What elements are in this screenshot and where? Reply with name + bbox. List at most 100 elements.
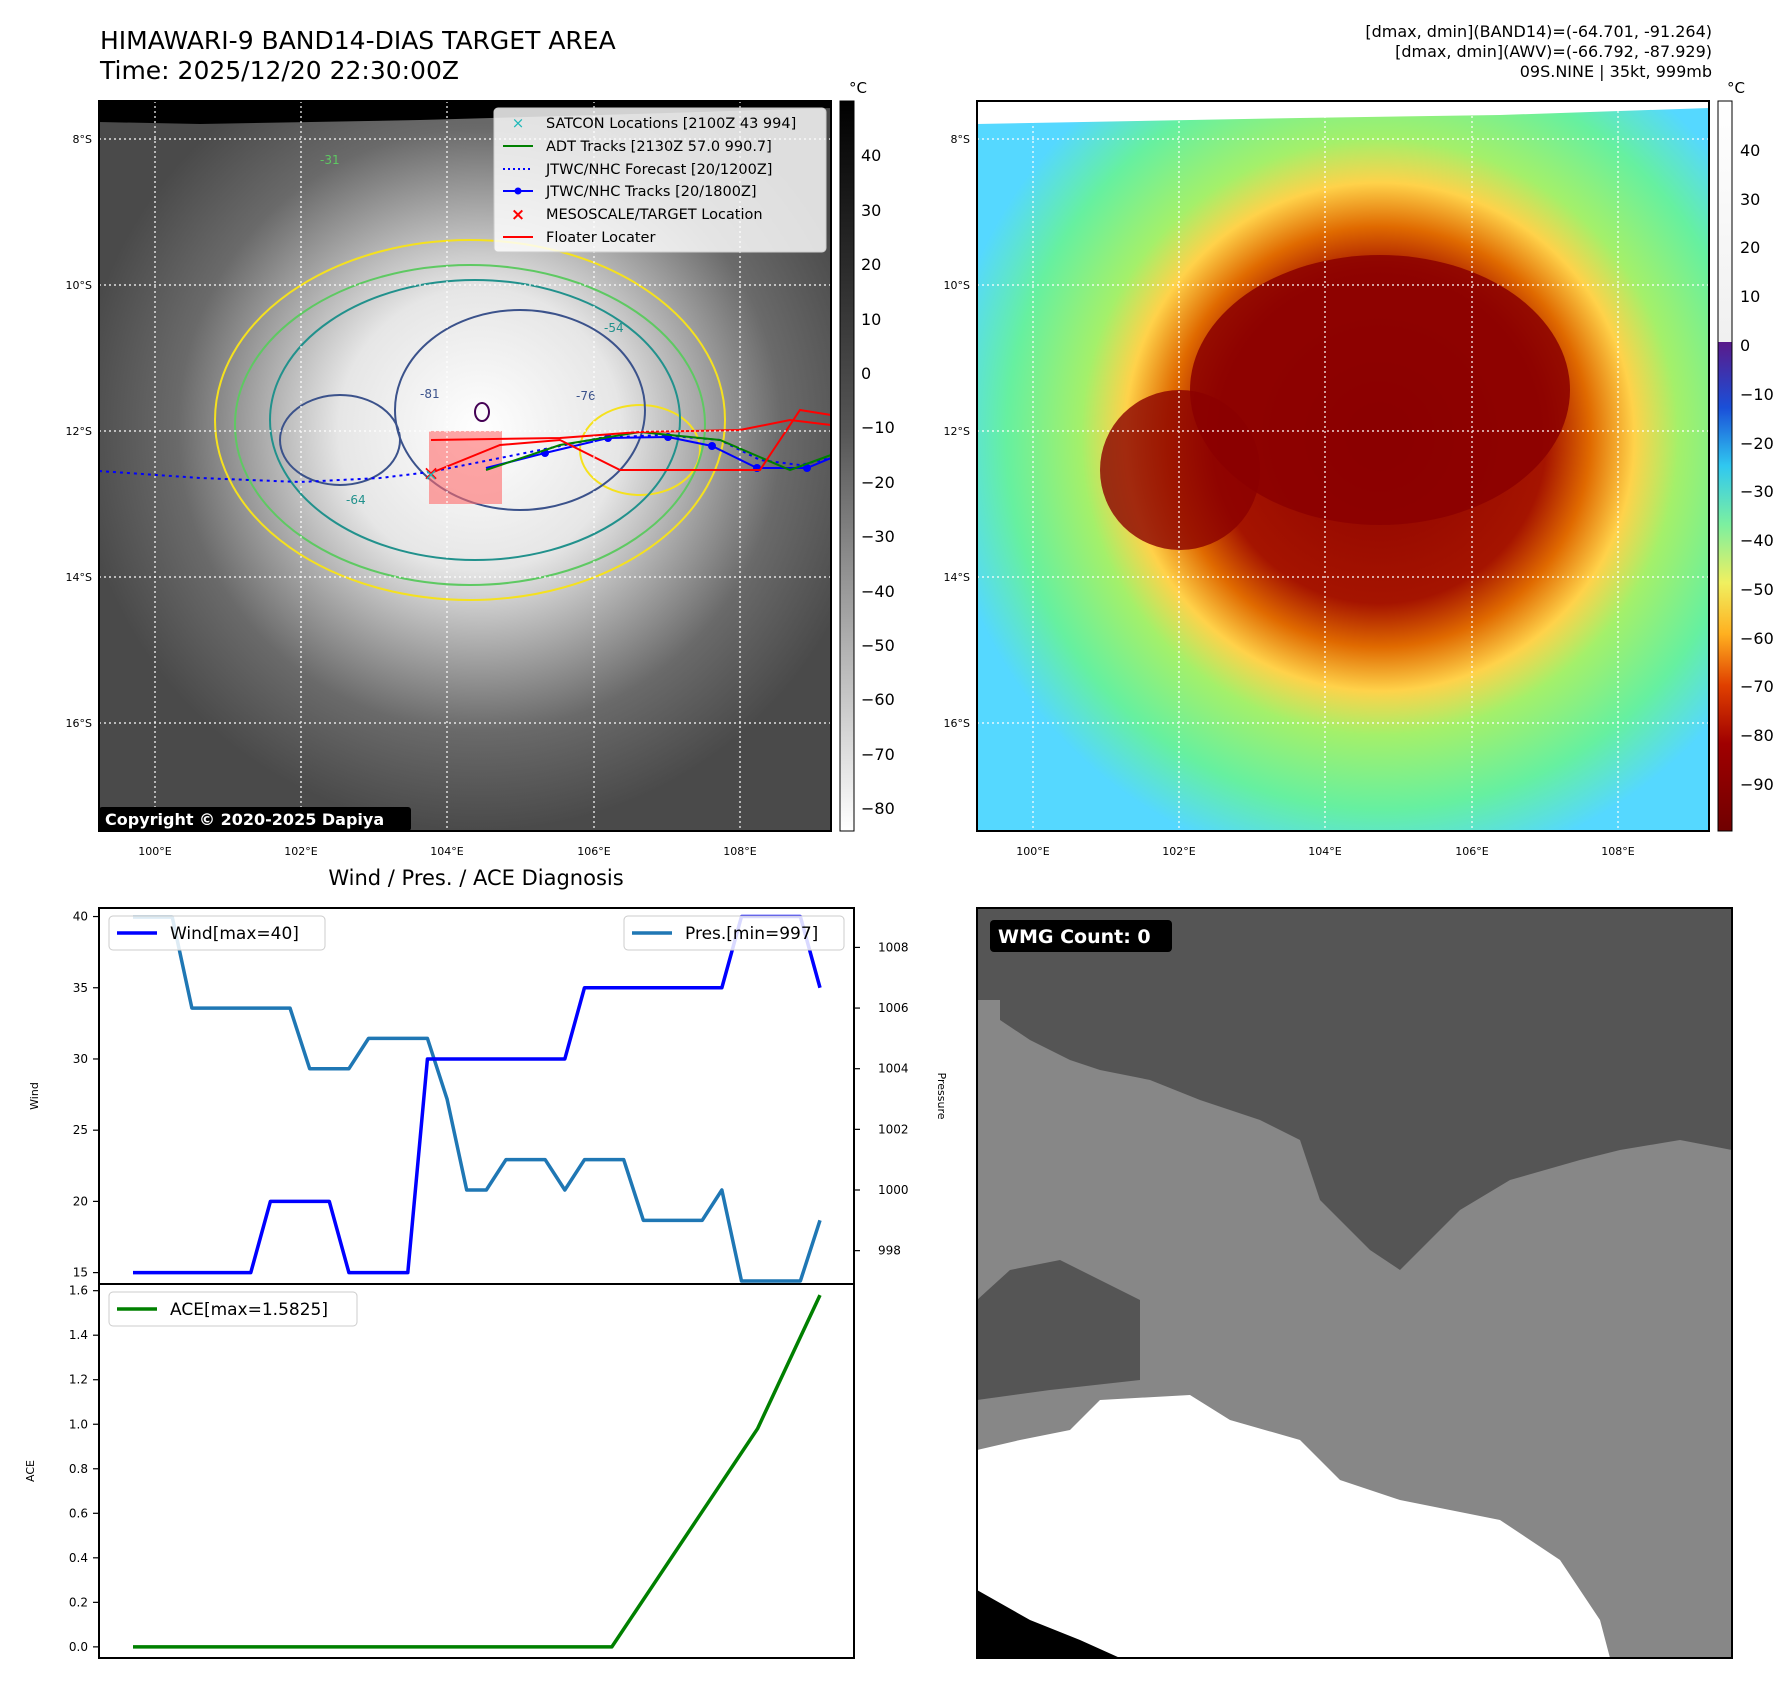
wind-pressure-panel: Wind Pressure 15 20 25 30 35 40 998 1000 1002 10… [28,907,948,1285]
pressure-legend-box [623,915,845,951]
satcon-legend-icon: × [512,114,525,132]
lon-label-108e: 108°E [723,845,756,858]
gray-colorbar-bar [839,100,855,832]
wind-legend-label: Wind[max=40] [170,924,299,944]
wind-tick-label: 15 [73,1266,88,1280]
svg-text:30: 30 [861,201,881,220]
copyright-text: Copyright © 2020-2025 Dapiya [105,810,384,829]
copyright-box [99,807,411,831]
ace-panel: ACE 0.0 0.2 0.4 0.6 0.8 1.0 1.2 1.4 1.6 ACE[max=… [24,1283,855,1659]
lat-label-8s: 8°S [73,133,92,146]
ace-legend-box [108,1291,358,1327]
info-line-1: [dmax, dmin](BAND14)=(-64.701, -91.264) [1365,22,1712,41]
wind-tick-label: 25 [73,1123,88,1137]
left-lon-labels: 100°E 102°E 104°E 106°E 108°E [138,845,756,858]
contour-navy [394,309,646,511]
contour-navy-west [279,394,401,486]
wind-series-line [133,914,822,1275]
lon-label-104e: 104°E [430,845,463,858]
color-colorbar-unit: °C [1727,79,1745,97]
svg-text:−80: −80 [1740,726,1774,745]
ace-frame [98,1283,855,1659]
ace-tick-label: 1.2 [69,1373,88,1387]
left-map-frame [98,100,832,832]
contour-label-64: -64 [346,493,366,507]
ace-tick-label: 0.0 [69,1640,88,1654]
target-location-marker: × [423,461,440,485]
storm-tracks: × × [99,408,831,485]
wmg-frame [976,907,1733,1659]
pressure-tick-label: 1004 [878,1062,909,1076]
pressure-legend-label: Pres.[min=997] [685,924,818,944]
color-colorbar: °C 40 30 20 10 0 −10 −20 −30 −40 −50 −60… [1717,79,1774,832]
stats-info: [dmax, dmin](BAND14)=(-64.701, -91.264) … [1365,22,1712,82]
svg-text:−20: −20 [861,473,895,492]
svg-text:108°E: 108°E [1601,845,1634,858]
ace-series-line [133,1294,822,1649]
no-data-strip [99,101,831,124]
storm-contours: -31 -54 -76 -81 -64 [214,153,726,601]
wmg-count-label: WMG Count: 0 [998,926,1151,948]
svg-text:10: 10 [1740,287,1760,306]
svg-text:SATCON Locations [2100Z 43 994: SATCON Locations [2100Z 43 994] [546,116,796,132]
pressure-axis-label: Pressure [935,1073,948,1120]
svg-text:8°S: 8°S [951,133,970,146]
no-data-strip-right [977,101,1709,124]
wmg-count-box [990,920,1172,952]
color-colorbar-bar [1717,100,1733,832]
ace-tick-label: 0.4 [69,1551,88,1565]
legend-item-satcon: × SATCON Locations [2100Z 43 994] [512,114,797,132]
left-lat-labels: 8°S 10°S 12°S 14°S 16°S [66,133,92,730]
adt-track [485,430,831,472]
ace-tick-label: 1.0 [69,1417,88,1431]
lat-label-14s: 14°S [66,571,92,584]
gray-colorbar: °C 40 30 20 10 0 −10 −20 −30 −40 −50 −60… [839,79,895,832]
lat-label-12s: 12°S [66,425,92,438]
wind-pressure-frame [98,907,855,1285]
svg-text:JTWC/NHC Forecast [20/1200Z]: JTWC/NHC Forecast [20/1200Z] [545,162,772,178]
right-map-frame [976,100,1710,832]
svg-text:16°S: 16°S [944,717,970,730]
legend-item-floater: Floater Locater [503,230,655,246]
wind-legend: Wind[max=40] [108,915,326,951]
svg-text:20: 20 [1740,238,1760,257]
svg-text:106°E: 106°E [1455,845,1488,858]
wmg-panel: WMG Count: 0 [976,907,1733,1659]
wind-axis-ticks: 15 20 25 30 35 40 [73,910,99,1280]
ace-tick-label: 1.6 [69,1284,88,1298]
lat-label-10s: 10°S [66,279,92,292]
legend-item-jtwc-forecast: JTWC/NHC Forecast [20/1200Z] [503,162,772,178]
svg-text:102°E: 102°E [1162,845,1195,858]
title-line-2: Time: 2025/12/20 22:30:00Z [100,56,459,85]
svg-text:−40: −40 [861,582,895,601]
svg-text:−60: −60 [861,690,895,709]
svg-text:−20: −20 [1740,434,1774,453]
right-lon-labels: 100°E 102°E 104°E 106°E 108°E [1016,845,1634,858]
svg-text:Floater Locater: Floater Locater [546,230,655,246]
svg-text:40: 40 [861,146,881,165]
ace-tick-label: 0.2 [69,1595,88,1609]
svg-text:104°E: 104°E [1308,845,1341,858]
svg-text:ADT Tracks [2130Z 57.0 990.7]: ADT Tracks [2130Z 57.0 990.7] [546,139,772,155]
svg-text:10: 10 [861,310,881,329]
lon-label-100e: 100°E [138,845,171,858]
ace-legend-label: ACE[max=1.5825] [170,1300,328,1320]
title-line-1: HIMAWARI-9 BAND14-DIAS TARGET AREA [100,26,616,55]
gray-colorbar-ticks: 40 30 20 10 0 −10 −20 −30 −40 −50 −60 −7… [861,146,895,818]
jtwc-best-track [485,435,831,469]
pressure-tick-label: 1008 [878,940,909,954]
info-line-3: 09S.NINE | 35kt, 999mb [1519,62,1712,81]
map-legend: × SATCON Locations [2100Z 43 994] ADT Tr… [493,107,827,253]
svg-text:JTWC/NHC Tracks [20/1800Z]: JTWC/NHC Tracks [20/1800Z] [545,184,757,200]
info-line-2: [dmax, dmin](AWV)=(-66.792, -87.929) [1395,42,1712,61]
svg-text:10°S: 10°S [944,279,970,292]
pressure-series-line [133,915,822,1283]
svg-text:−90: −90 [1740,775,1774,794]
contour-label-76: -76 [576,389,596,403]
svg-text:−10: −10 [861,418,895,437]
ir-gray-map: -31 -54 -76 -81 -64 × × [66,100,832,858]
svg-text:−80: −80 [861,799,895,818]
pressure-tick-label: 1002 [878,1122,909,1136]
cold-cloud-core [1190,255,1570,525]
